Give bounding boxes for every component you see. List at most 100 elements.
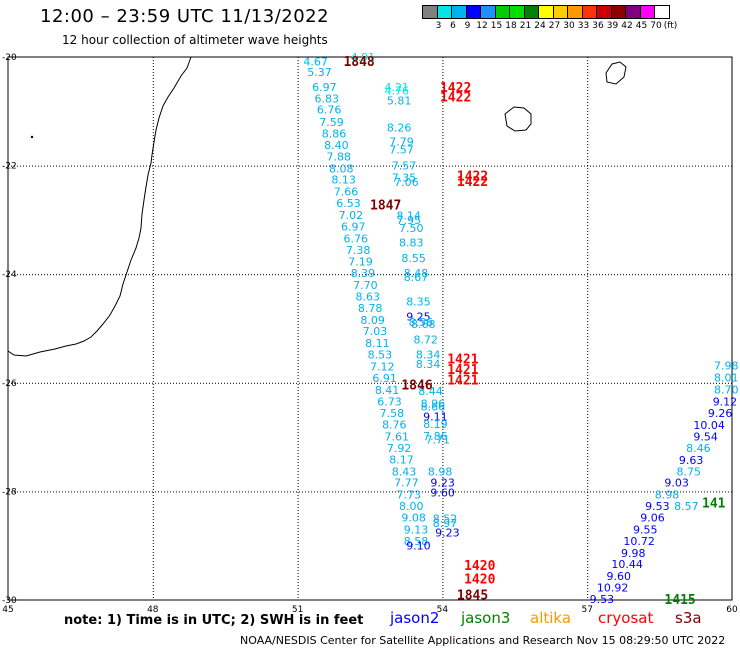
grid-dot: [302, 274, 303, 276]
grid-dot: [134, 491, 135, 493]
grid-dot: [297, 207, 299, 208]
grid-dot: [297, 57, 299, 58]
grid-dot: [437, 382, 438, 384]
grid-dot: [248, 274, 249, 276]
grid-dot: [191, 165, 192, 167]
grid-dot: [442, 129, 444, 130]
grid-dot: [545, 165, 546, 167]
grid-dot: [297, 141, 299, 142]
wave-height-label: 8.98: [428, 465, 453, 478]
grid-dot: [152, 429, 154, 430]
grid-dot: [587, 546, 589, 547]
grid-dot: [197, 165, 198, 167]
page-subtitle: 12 hour collection of altimeter wave hei…: [62, 33, 328, 47]
grid-dot: [548, 491, 549, 493]
grid-dot: [179, 165, 180, 167]
grid-dot: [297, 447, 299, 448]
grid-dot: [442, 405, 444, 406]
grid-dot: [473, 491, 474, 493]
grid-dot: [297, 315, 299, 316]
grid-dot: [689, 165, 690, 167]
grid-dot: [377, 274, 378, 276]
grid-dot: [458, 274, 459, 276]
grid-dot: [297, 249, 299, 250]
pass-time-label: 1420: [464, 559, 495, 574]
grid-dot: [56, 491, 57, 493]
grid-dot: [587, 363, 589, 364]
grid-dot: [152, 591, 154, 592]
grid-dot: [442, 165, 444, 166]
grid-dot: [236, 165, 237, 167]
grid-dot: [539, 274, 540, 276]
grid-dot: [452, 165, 453, 167]
grid-dot: [297, 330, 299, 331]
grid-dot: [297, 498, 299, 499]
grid-dot: [695, 382, 696, 384]
grid-dot: [297, 192, 299, 193]
grid-dot: [86, 274, 87, 276]
grid-dot: [20, 382, 21, 384]
grid-dot: [311, 382, 312, 384]
grid-dot: [152, 549, 154, 550]
grid-dot: [297, 474, 299, 475]
grid-dot: [152, 274, 153, 276]
grid-dot: [442, 66, 444, 67]
grid-dot: [260, 382, 261, 384]
grid-dot: [442, 243, 444, 244]
grid-dot: [320, 382, 321, 384]
grid-dot: [176, 491, 177, 493]
grid-dot: [674, 491, 675, 493]
grid-dot: [563, 274, 564, 276]
grid-dot: [587, 75, 589, 76]
grid-dot: [587, 549, 589, 550]
grid-dot: [32, 382, 33, 384]
grid-dot: [74, 491, 75, 493]
grid-dot: [587, 87, 589, 88]
grid-dot: [442, 192, 444, 193]
grid-dot: [494, 165, 495, 167]
grid-dot: [278, 274, 279, 276]
grid-dot: [641, 382, 642, 384]
grid-dot: [662, 382, 663, 384]
grid-dot: [92, 491, 93, 493]
grid-dot: [152, 234, 154, 235]
grid-dot: [557, 491, 558, 493]
grid-dot: [587, 72, 589, 73]
wave-height-label: 8.19: [423, 418, 448, 431]
grid-dot: [442, 162, 444, 163]
grid-dot: [152, 342, 154, 343]
grid-dot: [110, 165, 111, 167]
grid-dot: [665, 274, 666, 276]
grid-dot: [442, 132, 444, 133]
grid-dot: [442, 402, 444, 403]
grid-dot: [314, 274, 315, 276]
grid-dot: [287, 274, 288, 276]
grid-dot: [587, 345, 589, 346]
grid-dot: [442, 579, 444, 580]
grid-dot: [491, 165, 492, 167]
grid-dot: [152, 309, 154, 310]
grid-dot: [442, 366, 444, 367]
grid-dot: [587, 111, 589, 112]
grid-dot: [17, 274, 18, 276]
grid-dot: [297, 111, 299, 112]
grid-dot: [587, 207, 589, 208]
grid-dot: [297, 237, 299, 238]
grid-dot: [297, 144, 299, 145]
grid-dot: [512, 382, 513, 384]
grid-dot: [297, 453, 299, 454]
grid-dot: [149, 491, 150, 493]
grid-dot: [587, 429, 589, 430]
grid-dot: [23, 274, 24, 276]
grid-dot: [442, 237, 444, 238]
grid-dot: [26, 382, 27, 384]
grid-dot: [297, 438, 299, 439]
grid-dot: [125, 274, 126, 276]
grid-dot: [515, 165, 516, 167]
grid-dot: [152, 216, 154, 217]
grid-dot: [701, 165, 702, 167]
grid-dot: [551, 491, 552, 493]
grid-dot: [152, 219, 154, 220]
grid-dot: [297, 153, 299, 154]
grid-dot: [587, 382, 588, 384]
